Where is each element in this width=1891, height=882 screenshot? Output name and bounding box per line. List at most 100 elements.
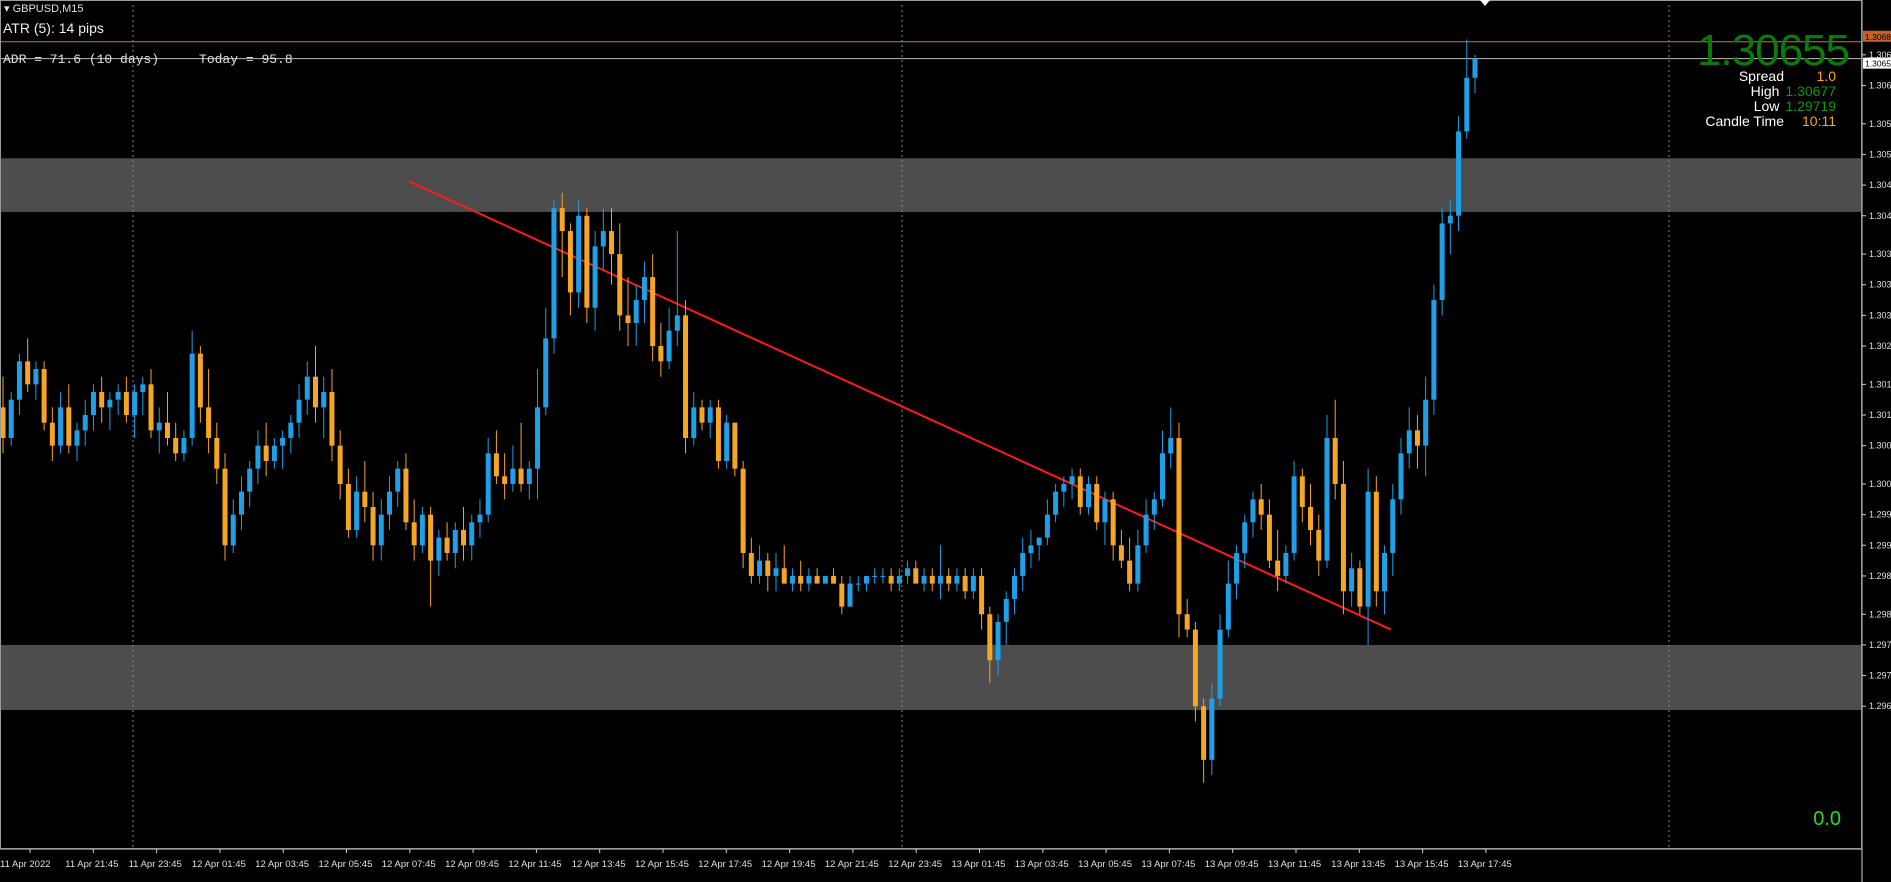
candle (625, 277, 631, 347)
candle-body (715, 407, 721, 461)
collapse-triangle-icon[interactable]: ▾ (4, 3, 13, 15)
candle-body (1053, 491, 1059, 515)
candle (214, 422, 220, 484)
price-tag-bg (1863, 57, 1891, 69)
candle-body (1151, 499, 1157, 515)
candle (493, 430, 499, 484)
candle-body (1061, 483, 1067, 492)
candle (197, 346, 203, 423)
candle-body (41, 369, 47, 423)
candle (255, 430, 261, 484)
price-tag-bg (1863, 30, 1891, 42)
candle (929, 568, 935, 592)
candle-body (1308, 506, 1314, 530)
candle-body (395, 468, 401, 492)
candle (1266, 499, 1272, 569)
chart-title[interactable]: ▾ GBPUSD,M15 (4, 3, 84, 15)
candle-body (617, 254, 623, 316)
candle (757, 545, 763, 584)
candle-body (1003, 598, 1009, 622)
candle-body (502, 476, 508, 484)
candle (1020, 537, 1026, 592)
candle (1349, 552, 1355, 607)
candle (33, 361, 39, 400)
candle-body (8, 399, 14, 438)
y-tick-label: 1.299 (1869, 540, 1891, 550)
y-tick-label: 1.298 (1869, 571, 1891, 581)
candle-body (411, 522, 417, 546)
candle-body (535, 407, 541, 469)
candle-body (345, 483, 351, 530)
candle-body (814, 575, 820, 584)
candle-body (987, 614, 993, 661)
candle (1011, 568, 1017, 615)
candle (707, 399, 713, 438)
candle (1184, 598, 1190, 638)
y-tick-label: 1.298 (1869, 609, 1891, 619)
candle-body (1184, 614, 1190, 630)
candle-body (1085, 483, 1091, 507)
candle-body (641, 277, 647, 301)
candle-body (625, 315, 631, 324)
candle-body (33, 369, 39, 385)
candle (1332, 399, 1338, 500)
candle-body (1143, 514, 1149, 546)
candle-body (740, 468, 746, 553)
candle (666, 307, 672, 370)
candle (1036, 537, 1042, 561)
y-tick-label: 1.300 (1869, 441, 1891, 451)
candle-body (58, 407, 64, 446)
candle-body (1275, 560, 1281, 576)
candle-body (378, 514, 384, 546)
candle-body (946, 575, 952, 584)
candle-body (1390, 499, 1396, 553)
candle-body (789, 575, 795, 584)
candle-body (847, 583, 853, 607)
candle-body (25, 361, 31, 385)
candle (1044, 499, 1050, 546)
candle-body (1077, 476, 1083, 507)
candle (1151, 491, 1157, 530)
x-tick-label: 12 Apr 23:45 (888, 859, 942, 870)
candle-body (1382, 552, 1388, 592)
x-tick-label: 12 Apr 09:45 (445, 859, 499, 870)
candle-body (1258, 499, 1264, 515)
candle (970, 568, 976, 599)
candle-body (1324, 437, 1330, 561)
candle-body (321, 392, 327, 408)
candle (74, 422, 80, 461)
candle (82, 399, 88, 446)
candle (1390, 483, 1396, 576)
candle (411, 499, 417, 561)
candle-body (609, 231, 615, 255)
candle-body (1332, 437, 1338, 484)
x-tick-label: 13 Apr 01:45 (952, 859, 1006, 870)
candle (609, 208, 615, 285)
current-price: 1.30655 (1696, 26, 1850, 75)
x-tick-label: 13 Apr 07:45 (1141, 859, 1195, 870)
candle-body (214, 437, 220, 469)
candle (1365, 468, 1371, 645)
candle (1316, 514, 1322, 576)
low-value: 1.29719 (1785, 98, 1836, 114)
candle-body (748, 552, 754, 576)
vertical-grid (132, 5, 1670, 848)
x-tick-label: 12 Apr 03:45 (255, 859, 309, 870)
candle (921, 568, 927, 592)
candle (1250, 491, 1256, 538)
candle-body (428, 514, 434, 561)
candle-body (1349, 568, 1355, 592)
candle (1357, 560, 1363, 615)
y-tick-label: 1.297 (1869, 671, 1891, 681)
candle-body (1127, 560, 1133, 584)
candle (1456, 116, 1462, 232)
candle-body (1020, 552, 1026, 576)
candle-body (1028, 545, 1034, 553)
candle-body (222, 468, 228, 546)
candle (567, 223, 573, 316)
candle-body (66, 407, 72, 446)
candle-body (658, 346, 664, 362)
candle-body (452, 529, 458, 553)
